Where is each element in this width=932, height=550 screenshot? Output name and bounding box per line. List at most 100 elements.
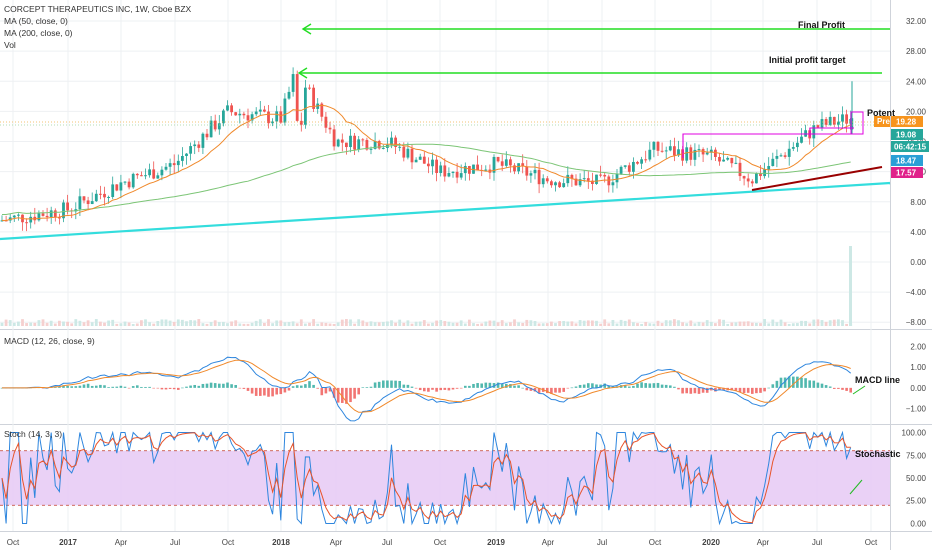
candle-body-189 xyxy=(775,156,779,159)
macd-hist-bar-99 xyxy=(406,384,410,388)
volume-bar-26 xyxy=(107,320,110,326)
macd-hist-bar-96 xyxy=(394,380,397,388)
volume-bar-104 xyxy=(427,323,430,326)
volume-bar-2 xyxy=(8,320,12,326)
macd-hist-bar-140 xyxy=(574,386,578,388)
macd-hist-bar-122 xyxy=(500,383,504,388)
macd-hist-bar-112 xyxy=(459,387,463,389)
candle-body-30 xyxy=(123,181,127,183)
volume-bar-114 xyxy=(468,319,471,326)
macd-axis[interactable]: 2.00 1.00 0.00 −1.00 xyxy=(906,342,927,413)
macd-hist-bar-141 xyxy=(578,384,582,388)
macd-hist-bar-61 xyxy=(250,387,254,394)
volume-bar-153 xyxy=(627,319,631,326)
volume-bar-36 xyxy=(148,322,151,326)
volume-bar-75 xyxy=(308,322,311,326)
candle-body-177 xyxy=(726,157,730,160)
volume-bar-200 xyxy=(820,320,824,326)
ma200-price-tag: 17.57 xyxy=(896,169,917,178)
volume-bar-39 xyxy=(160,319,164,326)
macd-tick-3: −1.00 xyxy=(906,405,927,414)
candle-body-163 xyxy=(668,146,672,151)
volume-bar-201 xyxy=(824,321,828,326)
volume-bar-206 xyxy=(845,323,848,326)
volume-bar-66 xyxy=(271,323,274,326)
candle-body-165 xyxy=(677,149,680,156)
volume-bar-202 xyxy=(828,320,832,326)
candle-body-112 xyxy=(459,173,463,178)
volume-bar-84 xyxy=(345,319,348,326)
macd-hist-bar-34 xyxy=(140,386,143,388)
macd-hist-bar-136 xyxy=(558,387,561,393)
volume-bar-10 xyxy=(41,319,45,326)
candle-body-127 xyxy=(521,163,525,167)
candle-body-153 xyxy=(627,165,631,172)
candle-body-13 xyxy=(53,210,57,218)
macd-hist-bar-36 xyxy=(148,386,151,388)
volume-bar-77 xyxy=(316,323,320,326)
volume-bar-173 xyxy=(709,321,713,326)
time-label-15: Jul xyxy=(812,538,822,547)
volume-bar-160 xyxy=(656,320,660,326)
macd-hist-bar-83 xyxy=(341,387,344,403)
candle-body-185 xyxy=(759,173,762,177)
macd-hist-bar-79 xyxy=(324,387,328,394)
macd-hist-bar-178 xyxy=(730,387,734,391)
volume-bar-124 xyxy=(509,322,512,326)
volume-bar-1 xyxy=(4,319,8,326)
macd-hist-bar-14 xyxy=(58,386,61,388)
macd-hist-bar-30 xyxy=(123,386,127,388)
volume-bar-162 xyxy=(664,320,668,326)
price-tags: Pre 19.28 19.08 06:42:15 18.47 17.57 xyxy=(874,116,929,178)
macd-hist-bar-119 xyxy=(488,382,492,388)
candle-body-67 xyxy=(275,111,279,122)
macd-hist-bar-17 xyxy=(70,386,73,388)
volume-bar-186 xyxy=(763,319,766,326)
volume-bar-130 xyxy=(533,321,537,326)
candle-body-39 xyxy=(160,169,164,176)
volume-bar-69 xyxy=(283,322,287,326)
candle-body-15 xyxy=(62,202,65,219)
candle-body-37 xyxy=(152,169,156,179)
candle-body-105 xyxy=(431,159,434,167)
time-axis[interactable]: Oct 2017 Apr Jul Oct 2018 Apr Jul Oct 2019 Apr Jul O… xyxy=(7,538,878,547)
macd-hist-bar-198 xyxy=(812,380,816,388)
volume-bar-135 xyxy=(554,323,557,326)
candle-body-73 xyxy=(299,120,303,125)
candle-body-176 xyxy=(722,159,725,162)
support-trendline xyxy=(0,181,891,241)
macd-hist-bar-93 xyxy=(382,380,385,388)
macd-hist-bar-57 xyxy=(234,385,237,388)
volume-bar-65 xyxy=(267,319,270,326)
macd-hist-bar-126 xyxy=(517,385,520,388)
macd-hist-bar-109 xyxy=(447,387,451,391)
price-tick-2: 24.00 xyxy=(906,77,927,86)
macd-hist-bar-23 xyxy=(95,385,98,388)
candle-body-204 xyxy=(837,121,840,125)
macd-hist-bar-60 xyxy=(246,387,250,391)
volume-bar-129 xyxy=(529,320,533,326)
macd-tick-2: 0.00 xyxy=(910,384,926,393)
volume-bar-176 xyxy=(722,319,725,326)
macd-hist-bar-22 xyxy=(90,385,94,388)
macd-hist-bar-10 xyxy=(41,387,45,389)
volume-bar-156 xyxy=(640,323,643,326)
stoch-axis[interactable]: 100.00 75.00 50.00 25.00 0.00 xyxy=(902,429,927,529)
candle-body-83 xyxy=(340,139,344,143)
volume-bar-18 xyxy=(74,319,78,326)
candlesticks xyxy=(0,67,854,232)
volume-bar-breakout xyxy=(849,246,852,326)
volume-bar-116 xyxy=(476,323,479,326)
macd-hist-bar-62 xyxy=(254,387,258,396)
candle-body-145 xyxy=(595,174,598,184)
volume-bar-56 xyxy=(230,321,233,326)
macd-hist-bar-41 xyxy=(168,387,172,389)
macd-hist-bar-184 xyxy=(755,387,758,394)
volume-bar-138 xyxy=(566,321,570,326)
volume-bar-165 xyxy=(677,320,680,326)
candle-body-140 xyxy=(574,178,578,186)
macd-hist-bar-192 xyxy=(787,376,791,388)
macd-hist-bar-129 xyxy=(529,387,533,391)
macd-hist-bar-46 xyxy=(189,385,192,388)
